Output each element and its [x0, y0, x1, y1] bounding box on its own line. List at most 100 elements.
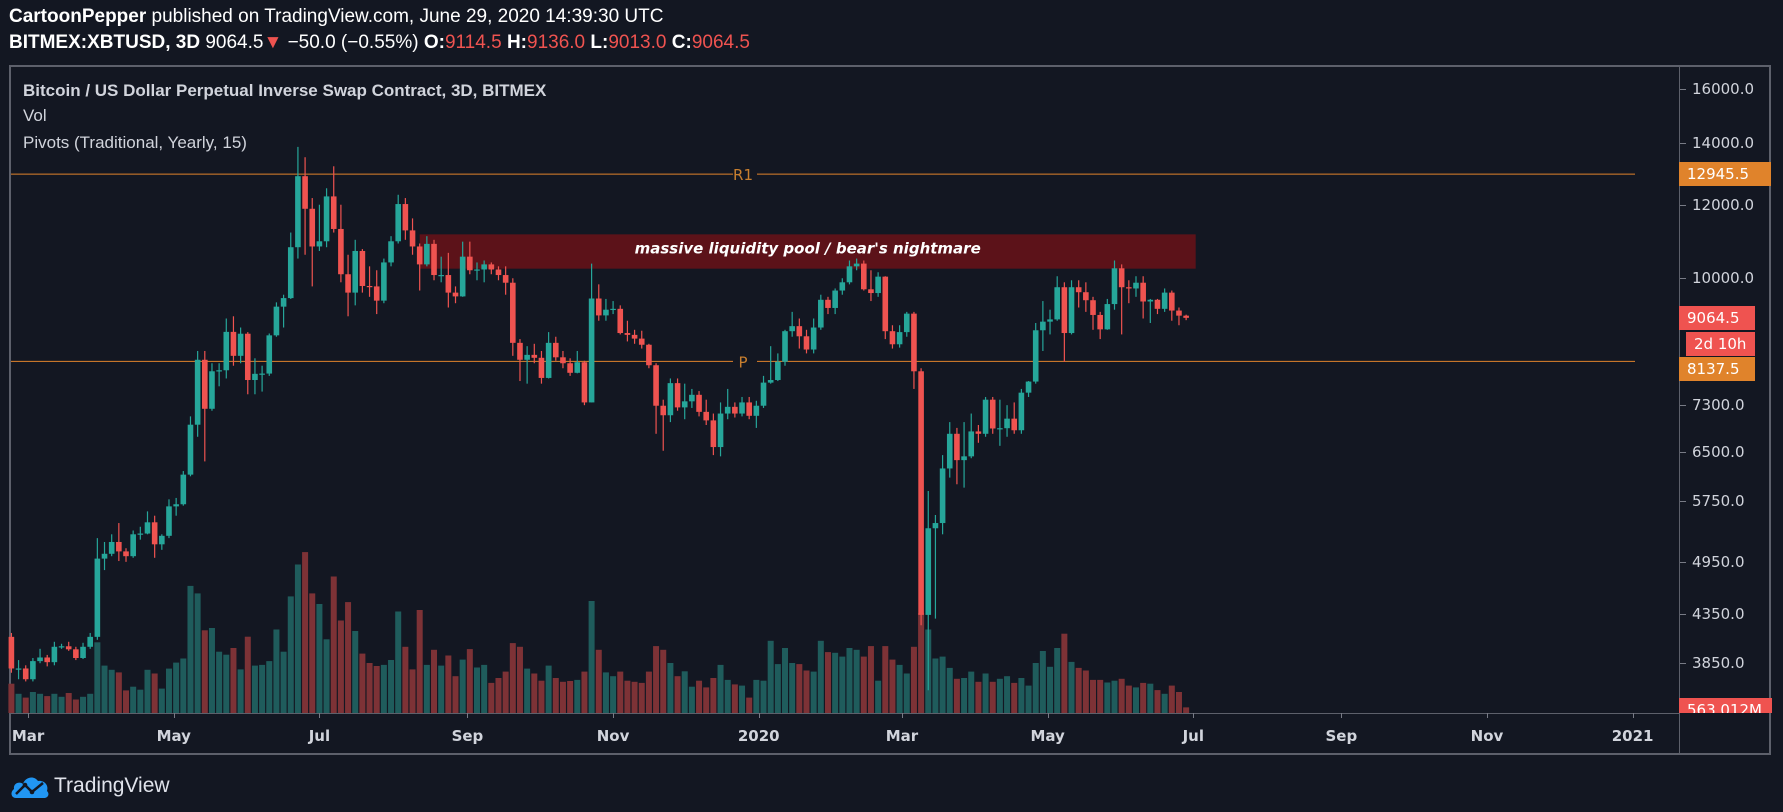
candle[interactable] — [416, 243, 423, 291]
author-name[interactable]: CartoonPepper — [9, 6, 147, 27]
candle[interactable] — [1068, 280, 1075, 335]
candle[interactable] — [1032, 322, 1039, 384]
candle[interactable] — [775, 353, 781, 382]
candle[interactable] — [359, 249, 366, 293]
candle[interactable] — [216, 363, 222, 387]
candle[interactable] — [624, 320, 631, 342]
candle[interactable] — [1097, 311, 1103, 340]
candle[interactable] — [287, 232, 294, 299]
candle[interactable] — [631, 329, 638, 344]
candle[interactable] — [166, 499, 172, 539]
legend-pivots-indicator[interactable]: Pivots (Traditional, Yearly, 15) — [23, 133, 247, 152]
candle[interactable] — [51, 641, 58, 666]
candle[interactable] — [1161, 288, 1168, 312]
candle[interactable] — [975, 424, 982, 443]
chart-legend-title[interactable]: Bitcoin / US Dollar Perpetual Inverse Sw… — [23, 81, 547, 100]
candle[interactable] — [1169, 290, 1175, 321]
candle[interactable] — [868, 270, 874, 302]
candle[interactable] — [330, 166, 337, 233]
candle[interactable] — [782, 329, 788, 366]
candle[interactable] — [1047, 309, 1053, 335]
candle[interactable] — [452, 286, 459, 304]
candle[interactable] — [467, 241, 473, 275]
candle[interactable] — [796, 318, 803, 349]
candle[interactable] — [381, 258, 387, 304]
candle[interactable] — [717, 402, 724, 457]
candle[interactable] — [538, 350, 545, 384]
candle[interactable] — [939, 455, 946, 535]
candle[interactable] — [567, 358, 573, 376]
candle[interactable] — [724, 388, 731, 420]
candle[interactable] — [259, 365, 265, 392]
candle[interactable] — [273, 302, 280, 337]
candle[interactable] — [37, 648, 43, 664]
candle[interactable] — [524, 346, 530, 384]
candle[interactable] — [646, 343, 652, 369]
candle[interactable] — [431, 239, 437, 281]
candle[interactable] — [338, 204, 344, 283]
candle[interactable] — [925, 491, 932, 691]
candle[interactable] — [151, 515, 158, 558]
candle[interactable] — [982, 396, 989, 437]
candle[interactable] — [617, 305, 624, 335]
candle[interactable] — [123, 548, 129, 562]
candle[interactable] — [187, 416, 194, 477]
candle[interactable] — [552, 336, 559, 361]
candle[interactable] — [875, 272, 881, 297]
candle[interactable] — [839, 278, 846, 295]
candle[interactable] — [903, 311, 910, 337]
candle[interactable] — [323, 188, 330, 248]
candle[interactable] — [1126, 280, 1132, 304]
candle[interactable] — [832, 288, 838, 315]
candle[interactable] — [1083, 282, 1089, 312]
candle[interactable] — [896, 325, 903, 348]
candle[interactable] — [438, 256, 444, 283]
candle[interactable] — [1154, 298, 1161, 315]
candle[interactable] — [44, 654, 51, 667]
candle[interactable] — [502, 266, 509, 295]
candle[interactable] — [209, 363, 215, 411]
candle[interactable] — [409, 218, 416, 255]
candle[interactable] — [696, 391, 702, 417]
candle[interactable] — [989, 396, 996, 434]
candle[interactable] — [345, 254, 351, 317]
liquidity-zone-rect[interactable] — [419, 234, 1196, 269]
candle[interactable] — [80, 642, 86, 660]
candle[interactable] — [1147, 298, 1154, 323]
candle[interactable] — [94, 538, 101, 640]
candle[interactable] — [159, 534, 165, 550]
candle[interactable] — [266, 333, 273, 376]
candle[interactable] — [373, 270, 380, 315]
candle[interactable] — [116, 523, 122, 562]
candle[interactable] — [316, 204, 323, 251]
candle[interactable] — [689, 388, 695, 408]
candle[interactable] — [237, 327, 244, 364]
candle[interactable] — [674, 378, 681, 411]
candle[interactable] — [588, 263, 595, 403]
candle[interactable] — [1090, 296, 1096, 330]
candle[interactable] — [202, 350, 208, 462]
candle[interactable] — [860, 260, 867, 291]
candle[interactable] — [961, 422, 967, 488]
candle[interactable] — [610, 301, 616, 315]
candle[interactable] — [173, 497, 179, 516]
candle[interactable] — [495, 266, 502, 281]
candle[interactable] — [280, 294, 287, 328]
candle[interactable] — [15, 660, 22, 680]
candle[interactable] — [309, 198, 316, 287]
candle[interactable] — [366, 266, 373, 297]
candle[interactable] — [1061, 282, 1068, 362]
candle[interactable] — [1004, 405, 1010, 437]
candle[interactable] — [1183, 314, 1189, 321]
candle[interactable] — [22, 665, 29, 682]
candle[interactable] — [1018, 388, 1025, 434]
candle[interactable] — [968, 413, 975, 459]
candle[interactable] — [488, 262, 495, 275]
candle[interactable] — [395, 194, 402, 244]
candle[interactable] — [703, 399, 710, 425]
liquidity-zone[interactable]: massive liquidity pool / bear's nightmar… — [419, 234, 1196, 269]
candle[interactable] — [352, 239, 359, 306]
candle[interactable] — [1075, 280, 1082, 308]
candle[interactable] — [853, 258, 860, 271]
candle[interactable] — [244, 332, 251, 395]
